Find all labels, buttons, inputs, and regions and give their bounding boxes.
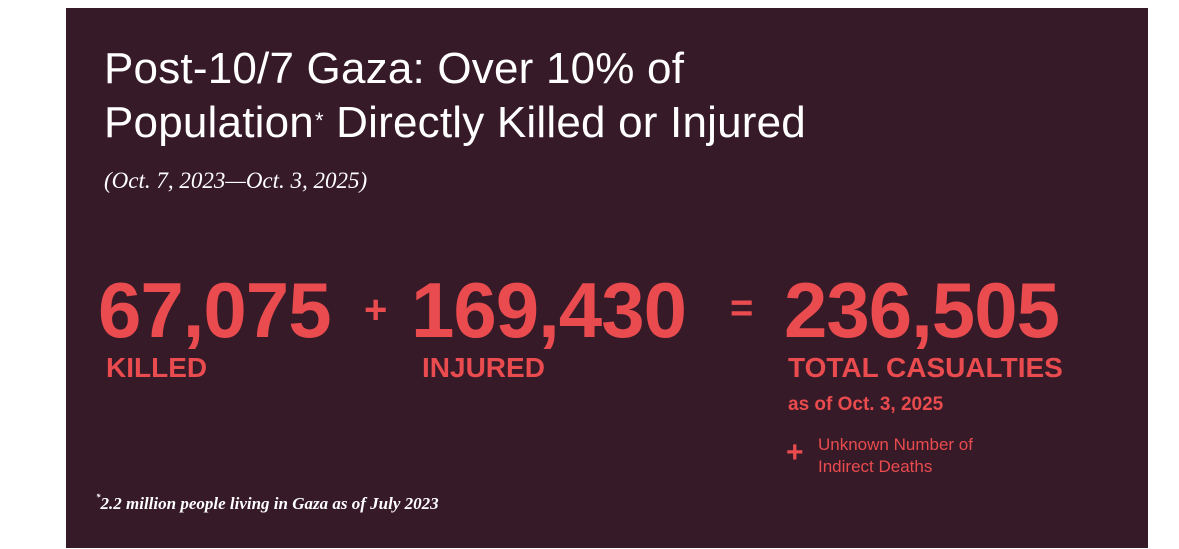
indirect-deaths-note: Unknown Number of Indirect Deaths: [818, 434, 973, 478]
title-line-1: Post-10/7 Gaza: Over 10% of: [104, 44, 685, 93]
footnote-marker: *: [96, 492, 101, 502]
as-of-date: as of Oct. 3, 2025: [788, 394, 944, 415]
injured-label: INJURED: [422, 352, 545, 383]
footnote-text: 2.2 million people living in Gaza as of …: [100, 494, 439, 513]
plus-operator: +: [364, 288, 388, 332]
page-title: Post-10/7 Gaza: Over 10% of Population* …: [104, 42, 806, 150]
indirect-plus-icon: +: [786, 436, 804, 469]
indirect-line-1: Unknown Number of: [818, 435, 973, 454]
killed-label: KILLED: [106, 352, 208, 383]
indirect-line-2: Indirect Deaths: [818, 457, 933, 476]
total-count: 236,505: [784, 266, 1060, 354]
killed-count: 67,075: [98, 266, 332, 354]
total-label: TOTAL CASUALTIES: [788, 352, 1063, 383]
title-line-2-rest: Directly Killed or Injured: [323, 98, 806, 147]
injured-count: 169,430: [411, 266, 687, 354]
title-line-2: Population* Directly Killed or Injured: [104, 96, 806, 150]
infographic-card: Post-10/7 Gaza: Over 10% of Population* …: [66, 8, 1148, 548]
title-line-2-start: Population: [104, 98, 314, 147]
population-footnote: *2.2 million people living in Gaza as of…: [96, 492, 439, 514]
title-footnote-marker: *: [314, 108, 324, 133]
equals-operator: =: [730, 286, 754, 330]
date-range-subtitle: (Oct. 7, 2023—Oct. 3, 2025): [104, 168, 368, 193]
